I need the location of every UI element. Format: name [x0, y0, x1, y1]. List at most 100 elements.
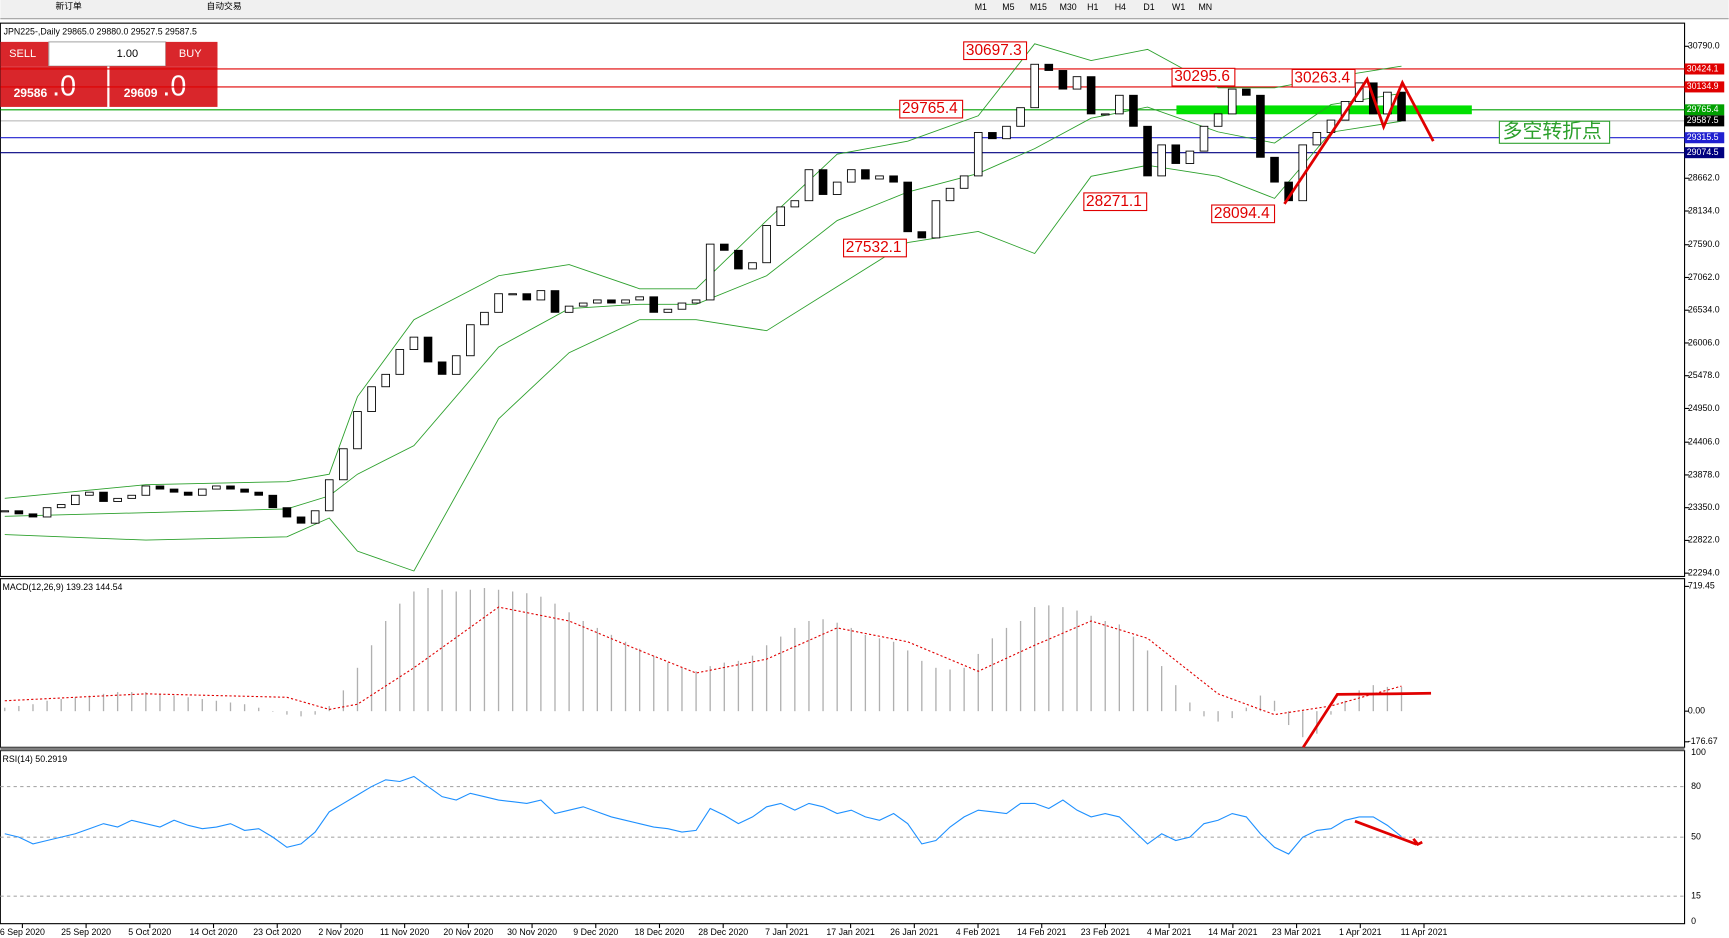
annotation: 28094.4: [1214, 205, 1270, 222]
macd-bar: [1259, 695, 1262, 712]
macd-bar: [709, 666, 711, 712]
candle: [748, 262, 757, 270]
candle: [564, 305, 574, 313]
annotation-box: [843, 238, 907, 258]
macd-bar: [1344, 700, 1346, 712]
candle: [99, 491, 108, 502]
timeframe-button[interactable]: W1: [1172, 2, 1185, 12]
symbol-info: JPN225-,Daily 29865.0 29880.0 29527.5 29…: [4, 26, 197, 36]
price-arrow: [1283, 76, 1435, 205]
candle: [169, 488, 179, 493]
rsi-tick-label: 100: [1691, 747, 1706, 757]
y-tick-label: 28134.0: [1688, 205, 1720, 215]
macd-bar: [370, 645, 373, 712]
macd-label: MACD(12,26,9) 139.23 144.54: [3, 582, 123, 592]
macd-bar: [272, 711, 274, 712]
macd-bar: [1146, 650, 1149, 712]
macd-bar: [991, 638, 994, 712]
arrows: [1283, 76, 1435, 847]
candle: [466, 324, 475, 357]
buy-box: [165, 41, 218, 67]
candle: [621, 299, 630, 304]
candle: [324, 479, 334, 512]
x-tick-label: 6 Sep 2020: [0, 927, 45, 937]
candle: [945, 187, 955, 202]
y-tick-label: 25478.0: [1688, 370, 1720, 380]
candle: [522, 293, 532, 301]
macd-bar: [540, 596, 542, 712]
timeframe-button[interactable]: MN: [1198, 2, 1212, 12]
candle: [56, 504, 66, 509]
macd-bar: [74, 697, 76, 712]
macd-bar: [441, 589, 443, 712]
candle: [649, 296, 659, 313]
timeframe-button[interactable]: M30: [1060, 2, 1077, 12]
macd-bar: [427, 588, 429, 712]
macd-bar: [963, 667, 965, 712]
x-tick-label: 14 Oct 2020: [190, 927, 238, 937]
x-tick-label: 5 Oct 2020: [128, 927, 171, 937]
candle: [42, 507, 52, 518]
candle: [1129, 94, 1138, 127]
candle: [1270, 156, 1279, 183]
buy-button[interactable]: BUY: [179, 48, 202, 60]
rsi-label: RSI(14) 50.2919: [3, 754, 68, 764]
macd-bar: [695, 671, 697, 712]
candle: [889, 175, 898, 183]
timeframe-button[interactable]: D1: [1143, 2, 1154, 12]
timeframe-button[interactable]: M15: [1030, 2, 1047, 12]
macd-bar: [681, 667, 683, 712]
x-tick-label: 4 Feb 2021: [956, 927, 1001, 937]
macd-bar: [1400, 687, 1403, 712]
level-tag: [1684, 104, 1725, 116]
macd-bar: [780, 636, 782, 712]
macd-bar: [892, 641, 895, 712]
candle: [734, 249, 743, 270]
sell-price: 29586: [14, 86, 48, 100]
macd-bar: [173, 695, 175, 712]
y-tick-label: 26534.0: [1688, 305, 1720, 315]
annotation: 30697.3: [966, 42, 1022, 59]
x-tick-label: 18 Dec 2020: [635, 927, 685, 937]
timeframe-button[interactable]: M5: [1002, 2, 1014, 12]
timeframe-button[interactable]: H1: [1087, 2, 1098, 12]
macd-bar: [850, 627, 852, 712]
candle: [71, 494, 80, 506]
candle: [973, 132, 983, 177]
lot-box[interactable]: [48, 41, 167, 67]
y-tick-label: 27590.0: [1688, 239, 1720, 249]
macd-bar: [32, 704, 34, 712]
macd-bar: [131, 692, 133, 712]
candle: [790, 200, 800, 208]
macd-bar: [1358, 690, 1360, 712]
macd-bar: [314, 711, 316, 715]
macd-bar: [455, 591, 457, 712]
y-tick-label: 22822.0: [1688, 535, 1720, 545]
sell-button[interactable]: SELL: [9, 48, 36, 60]
candle: [480, 311, 489, 326]
y-tick-label: 24406.0: [1688, 437, 1720, 447]
lot-value[interactable]: 1.00: [117, 48, 138, 60]
macd-bar: [1273, 700, 1276, 712]
new-order-button[interactable]: 新订单: [55, 0, 82, 11]
sell-box: [0, 41, 49, 67]
rsi-tick-label: 0: [1691, 916, 1696, 926]
timeframe-button[interactable]: H4: [1115, 2, 1126, 12]
auto-trading-button[interactable]: 自动交易: [206, 0, 241, 11]
level-tag: [1684, 81, 1725, 93]
macd-bar: [4, 707, 6, 712]
macd-bar: [1019, 620, 1022, 712]
candle: [1143, 125, 1152, 177]
macd-bar: [159, 693, 161, 712]
macd-bar: [1231, 711, 1233, 719]
x-tick-label: 25 Sep 2020: [61, 927, 111, 937]
candle: [762, 225, 771, 264]
rsi-arrow: [1354, 819, 1418, 846]
candle: [832, 181, 842, 195]
macd-signal: [4, 606, 1402, 716]
macd-bar: [512, 591, 514, 712]
macd-bar: [342, 690, 345, 712]
timeframe-button[interactable]: M1: [975, 2, 987, 12]
